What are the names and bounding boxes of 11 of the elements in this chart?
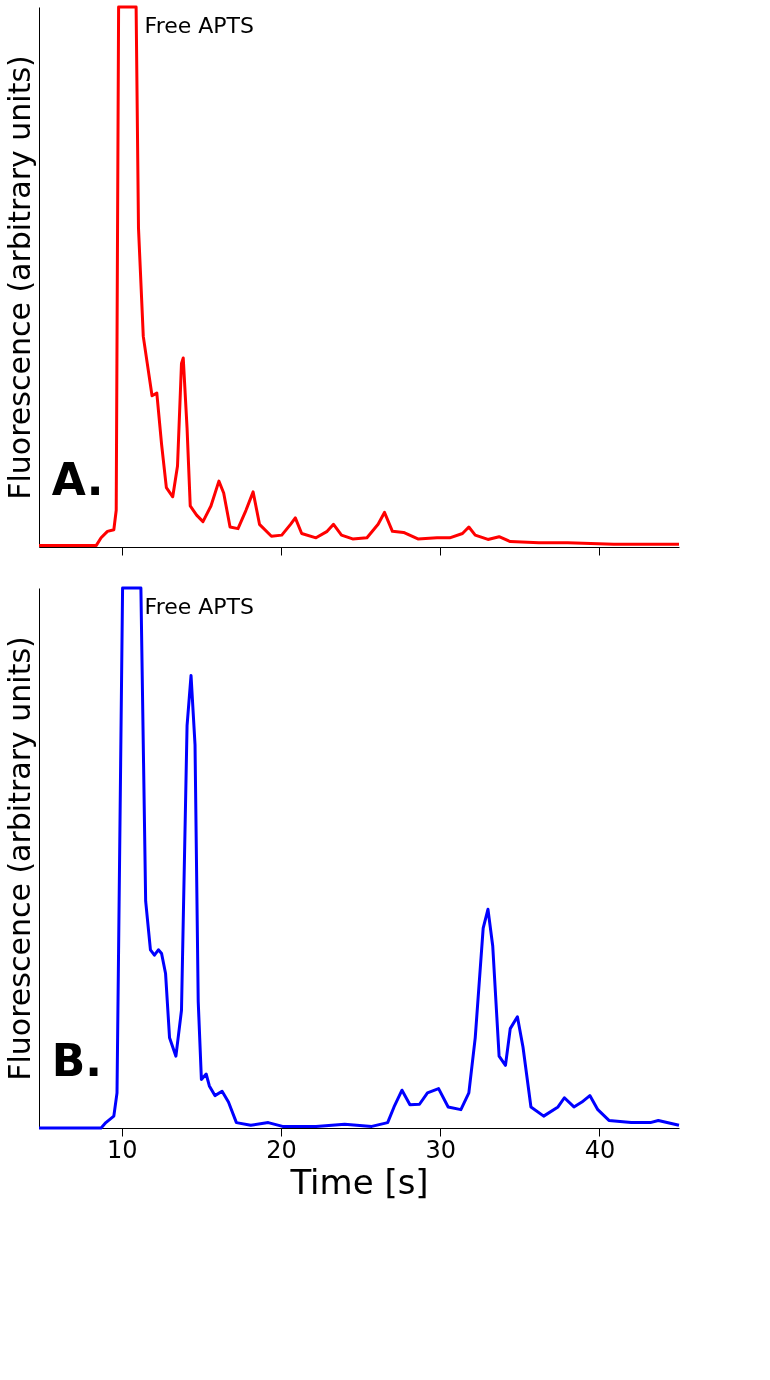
annotation: Free APTS <box>144 593 255 619</box>
y-axis-title: Fluorescence (arbitrary units) <box>1 636 37 1081</box>
x-tick-label: 30 <box>425 1135 456 1164</box>
x-axis-title: Time [s] <box>289 1161 429 1202</box>
y-axis-title: Fluorescence (arbitrary units) <box>1 55 37 500</box>
annotation: A. <box>51 454 104 506</box>
annotation: Free APTS <box>144 12 255 38</box>
x-tick-label: 40 <box>584 1135 616 1164</box>
x-tick-label: 20 <box>266 1135 297 1164</box>
x-tick-label: 10 <box>107 1135 138 1164</box>
annotation: B. <box>51 1035 103 1087</box>
